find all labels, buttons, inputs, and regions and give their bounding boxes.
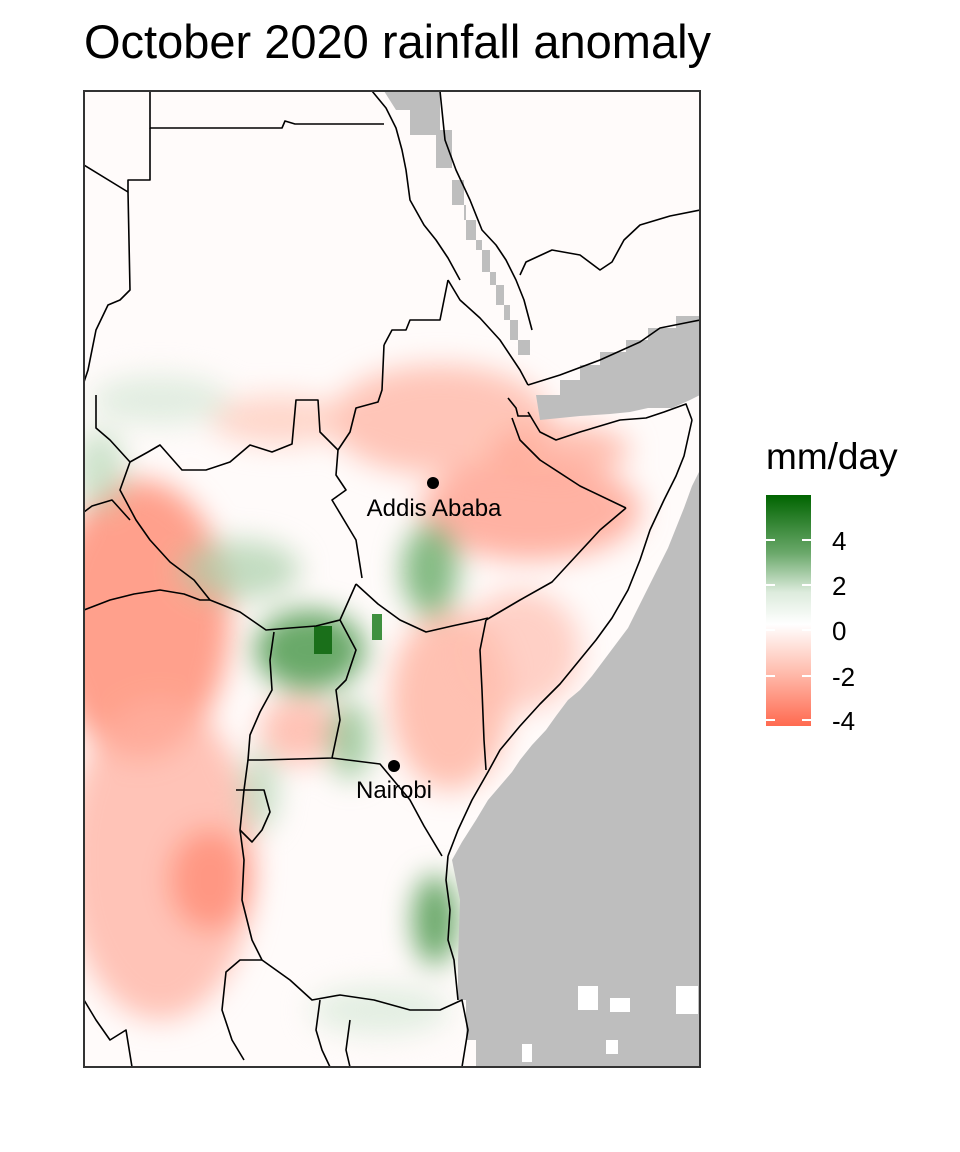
nairobi-marker — [388, 760, 400, 772]
wet-core — [314, 626, 332, 654]
legend-tick-label: 2 — [832, 571, 847, 601]
legend-title: mm/day — [766, 436, 898, 477]
legend-colorbar — [766, 495, 811, 726]
ocean-mask — [384, 91, 700, 1067]
panel-border — [83, 90, 701, 1068]
legend-tick-label: -4 — [832, 706, 856, 736]
addis-ababa-marker — [427, 477, 439, 489]
legend-tick-label: 4 — [832, 526, 847, 556]
city-label-addis-ababa: Addis Ababa — [367, 495, 502, 522]
city-label-nairobi: Nairobi — [356, 777, 432, 804]
wet-core — [372, 614, 382, 640]
country-borders — [84, 91, 700, 1067]
ocean-gaps — [522, 986, 698, 1062]
anomaly-field — [84, 365, 640, 1035]
city-markers: Addis Ababa Nairobi — [356, 477, 502, 804]
colorbar — [766, 495, 811, 726]
legend-tick-label: 0 — [832, 616, 847, 646]
legend-tick-label: -2 — [832, 662, 856, 692]
map-title: October 2020 rainfall anomaly — [84, 15, 712, 68]
